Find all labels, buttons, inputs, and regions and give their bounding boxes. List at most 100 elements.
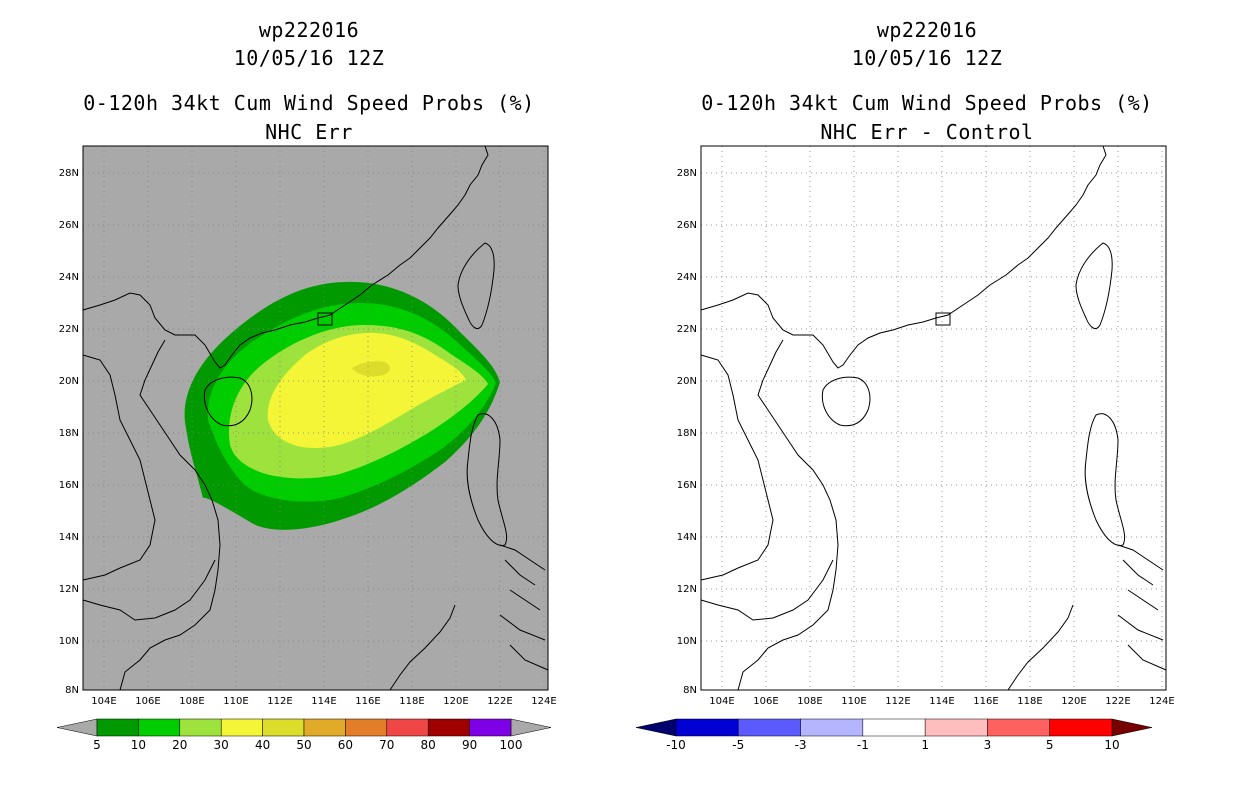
left-colorbar-swatch	[469, 718, 512, 737]
left-colorbar-label: 40	[255, 738, 270, 752]
philippine-islands	[1117, 544, 1167, 671]
left-colorbar-label: 80	[421, 738, 436, 752]
right-lon-label: 106E	[753, 696, 778, 707]
right-lat-label: 10N	[677, 636, 697, 647]
left-lat-label: 12N	[59, 584, 79, 595]
right-datetime: 10/05/16 12Z	[851, 46, 1003, 70]
left-lon-label: 108E	[179, 696, 204, 707]
left-lat-label: 20N	[59, 376, 79, 387]
right-lon-label: 116E	[973, 696, 998, 707]
right-lat-label: 18N	[677, 428, 697, 439]
right-grid-lines	[701, 146, 1166, 690]
right-colorbar-label: 3	[984, 738, 992, 752]
right-colorbar-swatch	[1049, 718, 1113, 737]
right-lat-labels: 8N 10N 12N 14N 16N 18N 20N 22N 24N 26N 28N	[677, 168, 697, 696]
left-lat-label: 22N	[59, 324, 79, 335]
left-colorbar-label: 5	[93, 738, 101, 752]
right-colorbar-swatch	[924, 718, 988, 737]
left-colorbar-swatch	[262, 718, 305, 737]
right-colorbar-under-arrow	[635, 718, 677, 737]
left-colorbar-label: 60	[338, 738, 353, 752]
left-lat-label: 16N	[59, 480, 79, 491]
right-colorbar-swatch	[862, 718, 926, 737]
right-panel: wp222016 10/05/16 12Z 0-120h 34kt Cum Wi…	[618, 0, 1236, 800]
right-lat-label: 12N	[677, 584, 697, 595]
right-colorbar: -10 -5 -3 -1 1 3 5 10	[618, 710, 1236, 764]
mainland-coastline	[82, 145, 489, 369]
left-map-frame	[82, 145, 549, 691]
right-lon-label: 120E	[1061, 696, 1086, 707]
luzon-island	[466, 413, 508, 546]
hong-kong-box	[935, 312, 951, 326]
left-colorbar-swatch	[427, 718, 470, 737]
right-map-frame	[700, 145, 1167, 691]
left-lat-label: 24N	[59, 272, 79, 283]
left-colorbar-label: 30	[214, 738, 229, 752]
right-lat-label: 26N	[677, 220, 697, 231]
right-storm-id: wp222016	[876, 18, 978, 42]
left-datetime: 10/05/16 12Z	[233, 46, 385, 70]
right-lat-label: 20N	[677, 376, 697, 387]
right-lon-label: 124E	[1149, 696, 1174, 707]
left-colorbar-under-arrow	[56, 718, 98, 737]
right-lon-label: 118E	[1017, 696, 1042, 707]
left-lon-label: 124E	[531, 696, 556, 707]
left-colorbar-swatch	[386, 718, 429, 737]
left-colorbar-swatch	[96, 718, 139, 737]
right-lat-label: 8N	[683, 685, 697, 696]
left-coastlines	[82, 145, 549, 691]
right-colorbar-label: 1	[921, 738, 929, 752]
left-lon-labels: 104E 106E 108E 110E 112E 114E 116E 118E 120E 122E…	[91, 696, 556, 707]
right-map-background	[701, 146, 1166, 690]
taiwan-island	[457, 242, 495, 329]
hainan-island	[821, 376, 871, 427]
right-lat-label: 28N	[677, 168, 697, 179]
right-lon-label: 104E	[709, 696, 734, 707]
left-colorbar-over-arrow	[510, 718, 552, 737]
left-lon-label: 104E	[91, 696, 116, 707]
right-lon-label: 110E	[841, 696, 866, 707]
left-lat-label: 8N	[65, 685, 79, 696]
left-colorbar-swatch	[345, 718, 388, 737]
left-colorbar: 5 10 20 30 40 50 60 70 80 90 100	[0, 710, 618, 764]
left-lon-label: 110E	[223, 696, 248, 707]
left-grid-lines	[83, 146, 548, 690]
right-lat-label: 14N	[677, 532, 697, 543]
right-colorbar-over-arrow	[1111, 718, 1153, 737]
right-lon-label: 112E	[885, 696, 910, 707]
right-product-title: 0-120h 34kt Cum Wind Speed Probs (%)	[701, 91, 1153, 115]
left-storm-id: wp222016	[258, 18, 360, 42]
right-colorbar-swatch	[675, 718, 739, 737]
right-lon-label: 108E	[797, 696, 822, 707]
right-lon-label: 122E	[1105, 696, 1130, 707]
mainland-coastline	[700, 145, 1107, 369]
right-colorbar-swatch	[738, 718, 801, 737]
left-lon-label: 118E	[399, 696, 424, 707]
left-lat-label: 10N	[59, 636, 79, 647]
right-colorbar-label: -5	[732, 738, 744, 752]
right-subtitle: NHC Err - Control	[820, 120, 1034, 144]
left-colorbar-swatch	[220, 718, 263, 737]
left-lon-label: 120E	[443, 696, 468, 707]
prob-30-region	[267, 332, 466, 449]
left-colorbar-label: 100	[500, 738, 523, 752]
left-lon-label: 112E	[267, 696, 292, 707]
left-lat-label: 28N	[59, 168, 79, 179]
left-colorbar-swatch	[138, 718, 181, 737]
gulf-tonkin-coast	[737, 339, 839, 691]
right-colorbar-swatch	[987, 718, 1050, 737]
right-colorbar-label: -3	[795, 738, 807, 752]
luzon-island	[1084, 413, 1126, 546]
hong-kong-box	[317, 312, 333, 326]
gulf-tonkin-coast	[119, 339, 221, 691]
cambodia-border	[82, 559, 216, 621]
right-map: 8N 10N 12N 14N 16N 18N 20N 22N 24N 26N 28N 104E 106…	[618, 0, 1236, 724]
left-colorbar-swatch	[303, 718, 346, 737]
right-colorbar-label: -1	[857, 738, 869, 752]
right-colorbar-swatch	[800, 718, 864, 737]
cambodia-border	[700, 559, 834, 621]
left-lat-label: 26N	[59, 220, 79, 231]
right-lon-labels: 104E 106E 108E 110E 112E 114E 116E 118E 120E 122E…	[709, 696, 1174, 707]
right-lat-label: 22N	[677, 324, 697, 335]
right-coastlines	[700, 145, 1167, 691]
